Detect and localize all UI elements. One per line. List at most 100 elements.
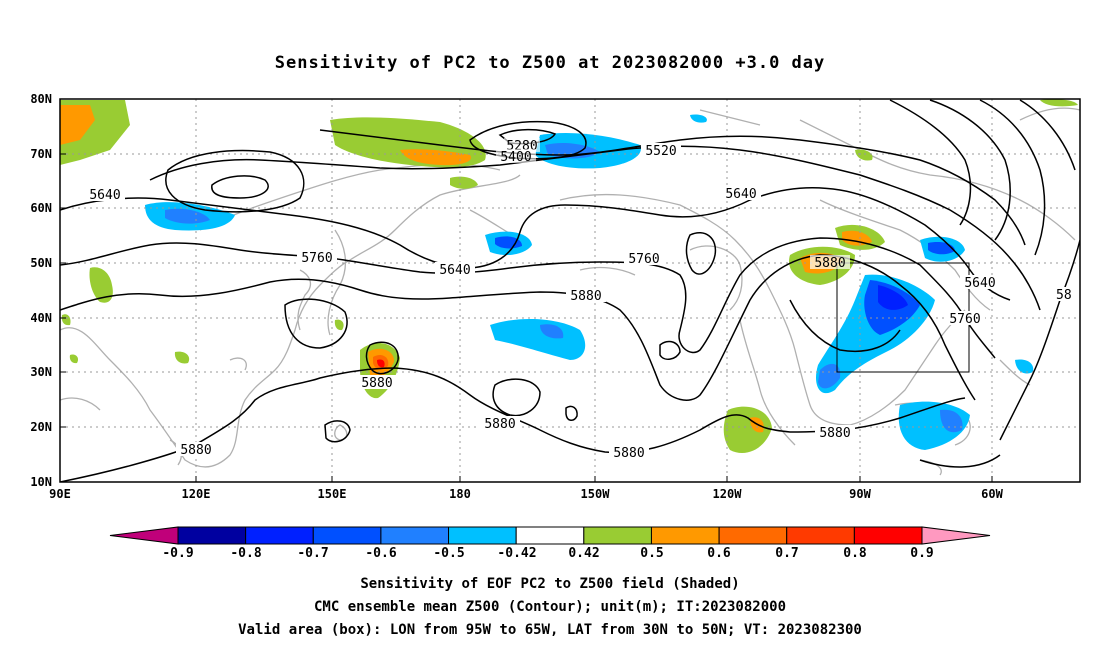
contour-closed-9 <box>659 340 681 360</box>
contour-5760 <box>60 237 996 359</box>
shade-patch <box>60 105 95 145</box>
shade-patch <box>89 267 113 303</box>
lon-label: 150E <box>318 487 347 501</box>
lon-label: 90W <box>849 487 871 501</box>
shade-patch <box>1015 359 1034 374</box>
shade-patch <box>818 363 841 389</box>
shade-patch <box>842 230 872 246</box>
contour-label: 5880 <box>810 255 850 271</box>
svg-text:5880: 5880 <box>484 417 515 432</box>
shade-patch <box>400 149 471 166</box>
colorbar <box>109 526 991 545</box>
contour-label: 5760 <box>624 251 664 267</box>
contour-north-d <box>889 99 972 226</box>
svg-text:5640: 5640 <box>89 188 120 203</box>
colorbar-swatch <box>515 526 585 545</box>
contour-closed-2 <box>165 149 305 213</box>
lat-label: 50N <box>30 256 52 270</box>
lat-label: 80N <box>30 92 52 106</box>
svg-text:58: 58 <box>1056 288 1072 303</box>
shade-patch <box>940 409 963 433</box>
contour-labels: 5280 5400 5520 5640 5640 5640 5760 5760 … <box>85 138 1080 461</box>
colorbar-swatch <box>583 526 652 545</box>
contour-label: 5760 <box>297 250 337 266</box>
map-frame <box>59 98 1081 483</box>
colorbar-swatch <box>448 526 517 545</box>
footer-caption: Sensitivity of EOF PC2 to Z500 field (Sh… <box>238 576 862 638</box>
colorbar-swatch <box>245 526 314 545</box>
lon-label: 60W <box>981 487 1003 501</box>
colorbar-label: 0.8 <box>843 546 867 561</box>
contour-label: 5400 <box>496 149 536 165</box>
footer-line: Sensitivity of EOF PC2 to Z500 field (Sh… <box>360 576 739 592</box>
lat-label: 40N <box>30 311 52 325</box>
shade-patch <box>174 351 190 364</box>
svg-text:5760: 5760 <box>301 251 332 266</box>
contour-5880-north <box>60 254 976 401</box>
contour-closed-5 <box>492 378 541 417</box>
footer-line: Valid area (box): LON from 95W to 65W, L… <box>238 622 862 638</box>
shade-patch <box>495 236 522 249</box>
lat-label: 10N <box>30 475 52 489</box>
shade-patch <box>69 354 79 364</box>
svg-text:5880: 5880 <box>180 443 211 458</box>
shade-patch <box>1040 99 1078 107</box>
colorbar-label: 0.5 <box>640 546 663 561</box>
colorbar-swatch <box>312 526 382 545</box>
shade-patch <box>723 406 772 454</box>
contour-north-a <box>929 99 1011 241</box>
svg-text:5880: 5880 <box>570 289 601 304</box>
colorbar-swatch <box>380 526 450 545</box>
lon-label: 90E <box>49 487 71 501</box>
contour-5640 <box>60 186 1011 301</box>
colorbar-label: 0.7 <box>775 546 798 561</box>
shade-patch <box>165 208 210 224</box>
svg-text:5640: 5640 <box>964 276 995 291</box>
svg-text:5880: 5880 <box>819 426 850 441</box>
svg-text:5880: 5880 <box>361 376 392 391</box>
lat-label: 70N <box>30 147 52 161</box>
colorbar-swatch <box>853 526 923 545</box>
contour-closed-8 <box>685 232 717 275</box>
contour-closed-1 <box>211 175 269 199</box>
colorbar-label: 0.6 <box>707 546 731 561</box>
colorbar-label: -0.5 <box>433 546 464 561</box>
contour-label: 5640 <box>960 275 1000 291</box>
colorbar-label: -0.42 <box>497 546 536 561</box>
contour-label: 5880 <box>357 375 397 391</box>
colorbar-label: -0.7 <box>297 546 328 561</box>
contour-label: 5880 <box>566 288 606 304</box>
shade-patch <box>490 318 586 360</box>
colorbar-label: 0.42 <box>568 546 599 561</box>
contour-label: 5640 <box>721 186 761 202</box>
lat-label: 30N <box>30 365 52 379</box>
lon-label: 180 <box>449 487 471 501</box>
shade-patch <box>61 314 71 326</box>
svg-text:5640: 5640 <box>725 187 756 202</box>
svg-text:5880: 5880 <box>814 256 845 271</box>
footer-line: CMC ensemble mean Z500 (Contour); unit(m… <box>314 599 786 615</box>
svg-text:5880: 5880 <box>613 446 644 461</box>
colorbar-label: 0.9 <box>910 546 933 561</box>
graticule <box>60 99 1080 482</box>
colorbar-arrow-right <box>921 526 991 545</box>
map-panel: 5280 5400 5520 5640 5640 5640 5760 5760 … <box>59 98 1081 483</box>
lat-label: 20N <box>30 420 52 434</box>
contour-label: 5640 <box>85 187 125 203</box>
contour-label: 5880 <box>480 416 520 432</box>
svg-text:5760: 5760 <box>628 252 659 267</box>
colorbar-arrow-left <box>109 526 179 545</box>
svg-text:5400: 5400 <box>500 150 531 165</box>
contour-east-580 <box>999 239 1080 441</box>
lat-axis: 80N 70N 60N 50N 40N 30N 20N 10N <box>30 92 52 489</box>
map-title: Sensitivity of PC2 to Z500 at 2023082000… <box>275 53 826 73</box>
contour-5880-low <box>789 299 901 352</box>
lon-label: 120E <box>182 487 211 501</box>
svg-text:5760: 5760 <box>949 312 980 327</box>
shade-patch <box>377 359 385 368</box>
colorbar-labels: -0.9 -0.8 -0.7 -0.6 -0.5 -0.42 0.42 0.5 … <box>162 546 933 561</box>
colorbar-swatch <box>650 526 720 545</box>
colorbar-label: -0.9 <box>162 546 193 561</box>
shade-patch <box>855 149 873 161</box>
contour-north-c <box>1019 99 1076 171</box>
